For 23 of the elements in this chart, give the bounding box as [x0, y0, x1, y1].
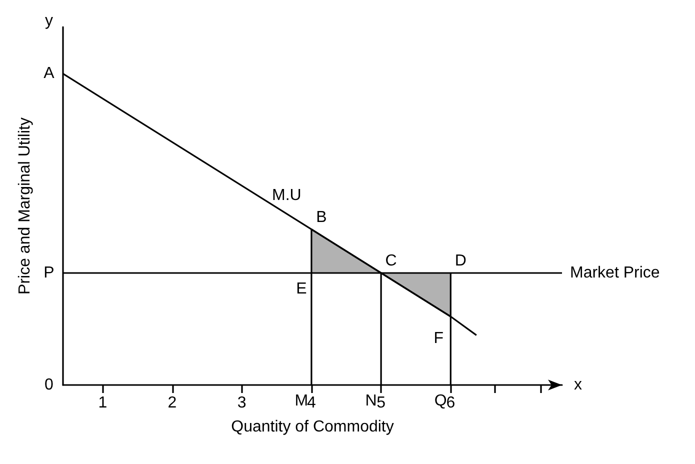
x-tick-label: 5 — [376, 394, 386, 412]
annotation: D — [454, 252, 466, 270]
annotation: N — [365, 392, 377, 410]
annotation: E — [296, 280, 307, 298]
ref-line-label: Market Price — [570, 264, 660, 282]
text: 0 — [44, 376, 54, 394]
text: y — [45, 12, 53, 30]
annotation: A — [44, 65, 55, 82]
annotation: P — [44, 264, 54, 282]
text: x — [574, 376, 582, 394]
x-tick-label: 6 — [446, 394, 456, 412]
annotation: M — [294, 392, 308, 410]
x-tick-label: 2 — [168, 394, 177, 412]
x-tick-label: 3 — [237, 394, 246, 412]
annotation: B — [316, 208, 327, 226]
annotation: C — [385, 252, 397, 270]
y-axis-title: Price and Marginal Utility — [16, 118, 34, 294]
x-tick-label: 4 — [307, 394, 316, 412]
annotation: F — [434, 330, 444, 348]
annotation: M.U — [272, 187, 302, 204]
x-axis-title: Quantity of Commodity — [231, 418, 394, 436]
x-tick-label: 1 — [98, 394, 108, 412]
annotation: Q — [434, 392, 447, 410]
